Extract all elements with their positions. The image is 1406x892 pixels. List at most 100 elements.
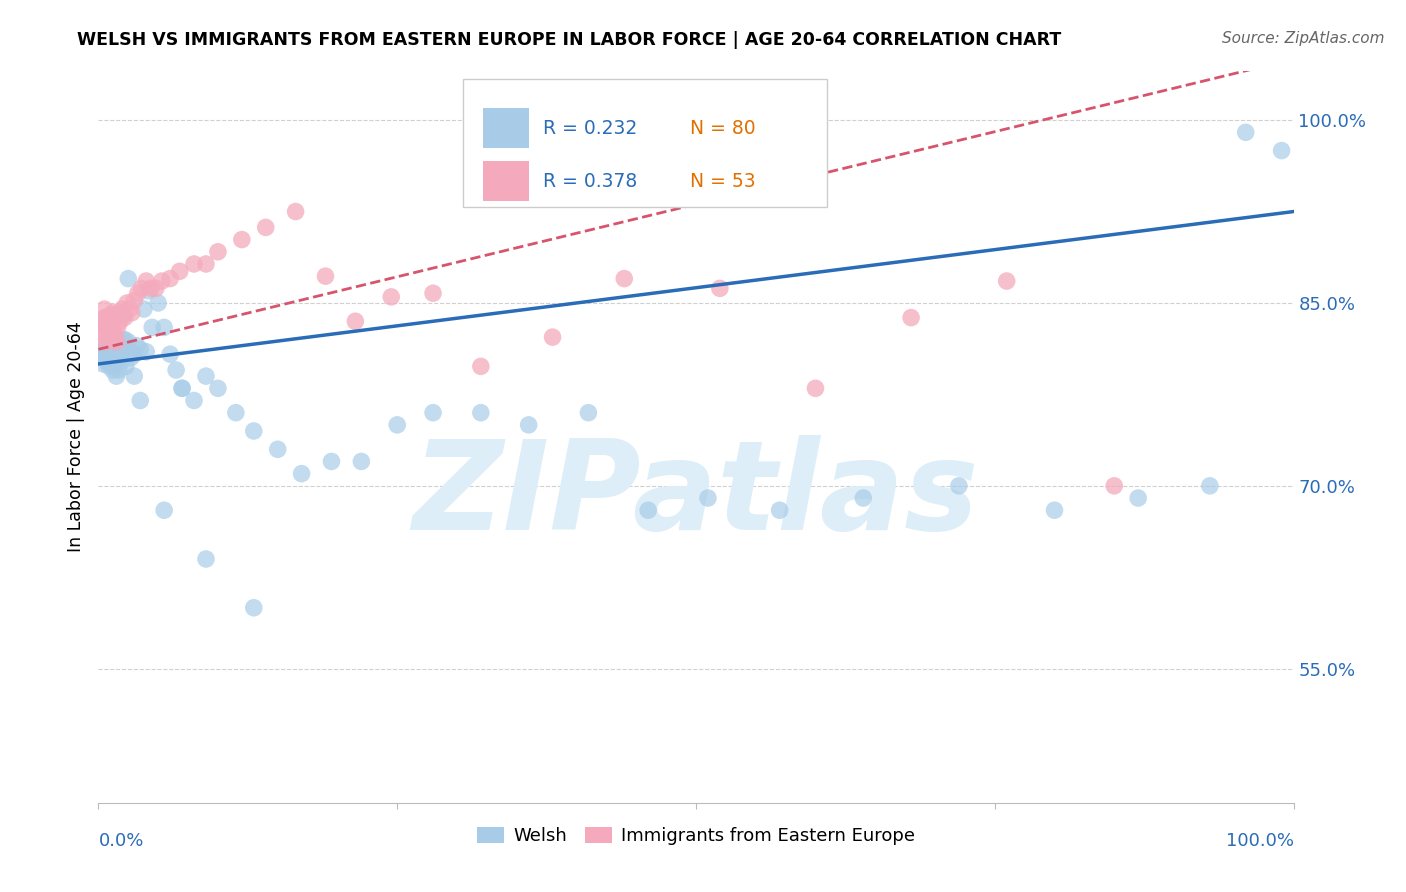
Point: [709, 281, 731, 295]
Point: [1043, 503, 1066, 517]
Point: [96, 354, 118, 368]
Point: [124, 369, 146, 384]
Point: [97, 339, 120, 353]
Point: [697, 491, 720, 505]
Point: [107, 320, 129, 334]
Point: [101, 351, 124, 365]
Point: [93, 343, 115, 357]
Point: [121, 306, 143, 320]
Point: [207, 381, 229, 395]
Point: [321, 454, 343, 468]
Point: [284, 204, 307, 219]
Bar: [484, 161, 529, 202]
Point: [111, 308, 134, 322]
Point: [96, 343, 118, 357]
Text: 0.0%: 0.0%: [98, 832, 143, 850]
Point: [100, 323, 122, 337]
Point: [91, 357, 114, 371]
Point: [97, 347, 120, 361]
Point: [91, 323, 114, 337]
Point: [948, 479, 970, 493]
Point: [108, 314, 131, 328]
Point: [131, 281, 153, 295]
Point: [124, 293, 146, 308]
Point: [470, 406, 492, 420]
Point: [207, 244, 229, 259]
FancyBboxPatch shape: [463, 78, 827, 207]
Point: [132, 301, 155, 317]
Point: [105, 333, 128, 347]
Point: [852, 491, 875, 505]
Point: [804, 381, 827, 395]
Point: [517, 417, 540, 432]
Point: [148, 296, 170, 310]
Point: [111, 301, 134, 317]
Point: [243, 424, 266, 438]
Point: [141, 320, 163, 334]
Point: [91, 347, 114, 361]
Y-axis label: In Labor Force | Age 20-64: In Labor Force | Age 20-64: [67, 322, 86, 552]
Point: [93, 351, 115, 365]
Text: R = 0.232: R = 0.232: [543, 119, 637, 137]
Point: [380, 290, 402, 304]
Point: [103, 323, 125, 337]
Point: [139, 281, 162, 295]
Point: [108, 344, 131, 359]
Point: [135, 344, 157, 359]
Point: [145, 281, 167, 295]
Point: [104, 344, 127, 359]
Point: [344, 314, 367, 328]
Point: [291, 467, 314, 481]
Point: [153, 503, 176, 517]
Point: [98, 318, 122, 332]
Point: [183, 257, 205, 271]
Point: [115, 359, 138, 374]
Point: [121, 344, 143, 359]
Text: R = 0.378: R = 0.378: [543, 172, 637, 191]
Point: [159, 271, 181, 285]
Point: [112, 308, 135, 322]
Point: [1104, 479, 1126, 493]
Point: [98, 351, 121, 365]
Point: [96, 320, 118, 334]
Point: [107, 347, 129, 361]
Point: [101, 363, 124, 377]
Point: [578, 406, 600, 420]
Point: [159, 347, 181, 361]
Point: [125, 339, 148, 353]
Point: [541, 330, 564, 344]
Point: [422, 406, 444, 420]
Point: [267, 442, 290, 457]
Text: ZIPatlas: ZIPatlas: [413, 435, 979, 556]
Point: [105, 334, 128, 349]
Point: [637, 503, 659, 517]
Point: [1199, 479, 1222, 493]
Point: [1271, 144, 1294, 158]
Point: [165, 363, 187, 377]
Point: [231, 233, 253, 247]
Point: [112, 343, 135, 357]
Point: [150, 274, 173, 288]
Point: [98, 359, 121, 374]
Text: Source: ZipAtlas.com: Source: ZipAtlas.com: [1222, 31, 1385, 46]
Point: [91, 318, 114, 332]
Point: [613, 271, 636, 285]
Point: [995, 274, 1018, 288]
Point: [105, 369, 128, 384]
Point: [98, 308, 122, 322]
Point: [114, 333, 136, 347]
Point: [243, 600, 266, 615]
Legend: Welsh, Immigrants from Eastern Europe: Welsh, Immigrants from Eastern Europe: [477, 827, 915, 845]
Point: [900, 310, 922, 325]
Point: [768, 503, 790, 517]
Point: [94, 330, 117, 344]
Point: [315, 269, 337, 284]
Point: [422, 286, 444, 301]
Point: [1128, 491, 1150, 505]
Point: [129, 393, 152, 408]
Point: [104, 330, 127, 344]
Point: [91, 344, 114, 359]
Point: [94, 339, 117, 353]
Point: [195, 552, 218, 566]
Point: [195, 369, 218, 384]
